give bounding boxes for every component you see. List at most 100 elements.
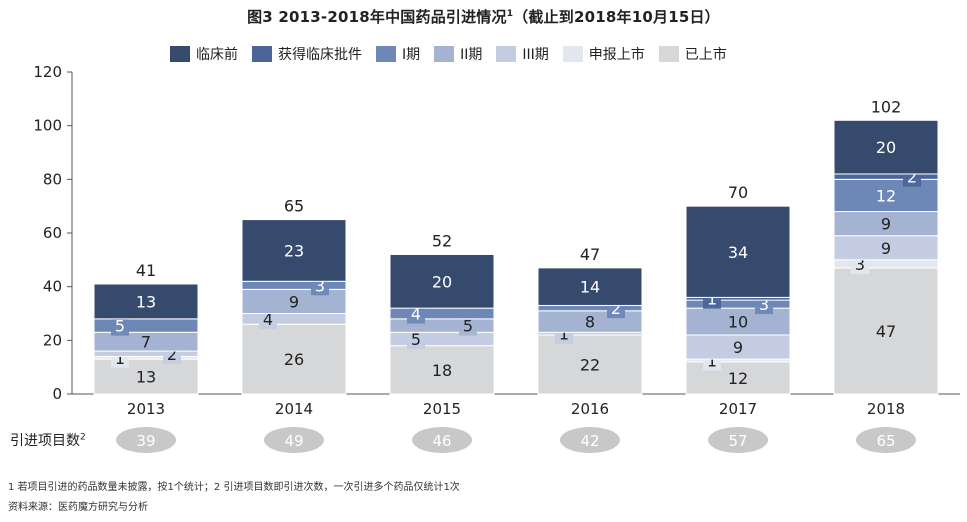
chart-title-sup: 1 xyxy=(506,9,514,19)
bar-segment xyxy=(389,318,495,333)
bar-segment xyxy=(241,323,347,395)
chart-title-suffix: （截止到2018年10月15日） xyxy=(513,8,720,26)
legend-label: 临床前 xyxy=(196,47,238,63)
data-label: 8 xyxy=(585,313,595,332)
data-label: 9 xyxy=(881,215,891,234)
data-label: 4 xyxy=(411,305,421,324)
data-label-badge xyxy=(111,315,129,336)
data-label: 20 xyxy=(432,272,452,291)
y-tick-label: 60 xyxy=(43,224,62,242)
legend-label: III期 xyxy=(522,47,549,63)
data-label: 12 xyxy=(876,186,896,205)
source-note: 资料来源：医药魔方研究与分析 xyxy=(8,502,148,513)
bar-segment xyxy=(389,307,495,320)
data-label: 1 xyxy=(707,290,717,309)
project-count-badge xyxy=(856,427,916,453)
data-label: 9 xyxy=(289,292,299,311)
total-label: 65 xyxy=(284,197,304,216)
total-label: 41 xyxy=(136,261,156,280)
y-tick-label: 100 xyxy=(33,117,62,135)
project-count-badge xyxy=(264,427,324,453)
legend-swatch xyxy=(252,46,272,62)
legend-item: 临床前 xyxy=(170,44,238,64)
data-label: 14 xyxy=(580,278,600,297)
project-count-value: 49 xyxy=(284,432,303,450)
bar-segment xyxy=(833,119,939,175)
y-tick-label: 0 xyxy=(52,385,62,403)
y-tick-label: 20 xyxy=(43,331,62,349)
project-count-badge xyxy=(412,427,472,453)
legend-item: 已上市 xyxy=(658,44,727,64)
total-label: 70 xyxy=(728,183,748,202)
x-tick-label: 2013 xyxy=(127,400,165,418)
data-label: 3 xyxy=(855,255,865,274)
project-count-value: 65 xyxy=(876,432,895,450)
total-label: 102 xyxy=(871,97,902,116)
data-label: 34 xyxy=(728,243,748,262)
project-count-value: 39 xyxy=(136,432,155,450)
data-label: 18 xyxy=(432,361,452,380)
footnote: 1 若项目引进的药品数量未披露，按1个统计；2 引进项目数即引进次数，一次引进多… xyxy=(8,482,460,493)
legend-swatch xyxy=(376,46,396,62)
project-count-badge xyxy=(560,427,620,453)
data-label: 1 xyxy=(707,351,717,370)
bar-segment xyxy=(93,283,199,320)
x-tick-label: 2017 xyxy=(719,400,757,418)
data-label: 4 xyxy=(263,310,273,329)
chart-title-text: 图3 2013-2018年中国药品引进情况 xyxy=(247,8,507,26)
bar-segment xyxy=(537,304,643,312)
bar-segment xyxy=(241,219,347,282)
data-label: 23 xyxy=(284,241,304,260)
bar-segment xyxy=(685,205,791,298)
total-label: 47 xyxy=(580,245,600,264)
x-tick-label: 2018 xyxy=(867,400,905,418)
legend-label: 申报上市 xyxy=(588,47,645,63)
bar-segment xyxy=(537,267,643,306)
data-label: 9 xyxy=(881,239,891,258)
legend-label: II期 xyxy=(460,47,483,63)
legend-item: I期 xyxy=(376,44,420,64)
data-label: 12 xyxy=(728,369,748,388)
data-label: 2 xyxy=(907,168,917,187)
bar-segment xyxy=(93,318,199,333)
count-row-label-text: 引进项目数 xyxy=(10,433,80,449)
data-label-badge xyxy=(407,328,425,349)
legend-item: 申报上市 xyxy=(562,44,645,64)
legend-swatch xyxy=(496,46,517,62)
bar-segment xyxy=(93,350,199,357)
legend-label: 已上市 xyxy=(684,47,727,63)
legend-label: I期 xyxy=(402,47,421,63)
data-label: 7 xyxy=(141,333,151,352)
data-label: 10 xyxy=(728,313,748,332)
y-tick-label: 80 xyxy=(43,170,62,188)
data-label: 47 xyxy=(876,322,896,341)
legend-swatch xyxy=(562,46,583,62)
project-count-badge xyxy=(116,427,176,453)
bar-segment xyxy=(241,280,347,290)
data-label: 2 xyxy=(167,345,177,364)
legend-swatch xyxy=(658,46,679,62)
data-label: 5 xyxy=(115,317,125,336)
count-row-sup: 2 xyxy=(80,432,86,443)
project-count-badge xyxy=(708,427,768,453)
data-label: 13 xyxy=(136,292,156,311)
data-label: 1 xyxy=(115,349,125,368)
bar-segment xyxy=(389,345,495,395)
project-count-value: 42 xyxy=(580,432,599,450)
y-tick-label: 40 xyxy=(43,278,62,296)
bar-segment xyxy=(833,259,939,269)
data-label: 22 xyxy=(580,355,600,374)
data-label: 2 xyxy=(611,299,621,318)
y-tick-label: 120 xyxy=(33,63,62,81)
legend-swatch xyxy=(170,46,190,62)
legend-item: 获得临床批件 xyxy=(252,44,362,64)
x-tick-label: 2014 xyxy=(275,400,313,418)
bar-segment xyxy=(389,331,495,347)
bar-segment xyxy=(833,211,939,237)
legend-label: 获得临床批件 xyxy=(278,47,362,63)
legend-swatch xyxy=(434,46,455,62)
data-label: 20 xyxy=(876,138,896,157)
bar-segment xyxy=(389,253,495,309)
data-label: 3 xyxy=(759,295,769,314)
